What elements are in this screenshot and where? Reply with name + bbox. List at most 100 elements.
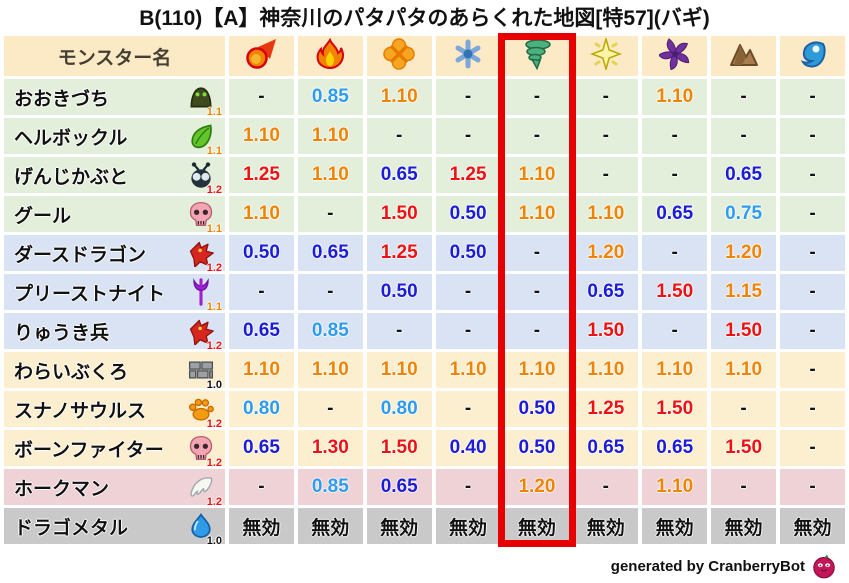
skull-icon: 1.2 — [187, 434, 222, 466]
monster-name-cell: グール 1.1 — [4, 196, 225, 232]
multiplier-cell: 1.50 — [366, 430, 432, 466]
multiplier-cell: - — [297, 196, 363, 232]
multiplier-cell: - — [573, 157, 639, 193]
flame-icon — [314, 37, 346, 70]
multiplier-cell: 0.50 — [366, 274, 432, 310]
burst-icon — [383, 37, 415, 70]
multiplier-cell: 0.65 — [573, 274, 639, 310]
dragon-icon: 1.2 — [187, 239, 222, 271]
brick-wall-icon: 1.0 — [187, 356, 222, 388]
multiplier-cell: 0.75 — [711, 196, 776, 232]
monster-name: おおきづち — [14, 88, 110, 110]
hood-monster-icon: 1.1 — [187, 83, 222, 115]
page-title: B(110)【A】神奈川のパタパタのあらくれた地図[特57](バギ) — [139, 7, 710, 30]
multiplier-cell: - — [435, 313, 501, 349]
monster-row: グール 1.1 1.10-1.50 0.50 1.10 1.10 0.65 0.75- — [4, 196, 845, 232]
multiplier-cell: - — [711, 391, 776, 427]
multiplier-cell: - — [780, 430, 845, 466]
wing-icon: 1.2 — [187, 473, 222, 505]
fireball-icon — [245, 38, 277, 70]
multiplier-cell: 1.10 — [297, 157, 363, 193]
multiplier-cell: 無効 — [297, 508, 363, 544]
monster-level-badge: 1.1 — [206, 145, 222, 155]
multiplier-cell: 0.85 — [297, 79, 363, 115]
multiplier-cell: 1.30 — [297, 430, 363, 466]
multiplier-cell: - — [711, 118, 776, 154]
element-column-header-mountain — [711, 36, 776, 76]
multiplier-cell: 0.50 — [229, 235, 294, 271]
monster-level-badge: 1.2 — [206, 457, 222, 467]
multiplier-cell: 1.25 — [573, 391, 639, 427]
sparkle-icon — [589, 37, 622, 70]
multiplier-cell: 1.10 — [229, 196, 294, 232]
monster-row: ダースドラゴン 1.2 0.50 0.65 1.25 0.50-1.20-1.20- — [4, 235, 845, 271]
monster-name-cell: ドラゴメタル 1.0 — [4, 508, 225, 544]
multiplier-cell: - — [642, 235, 708, 271]
multiplier-cell: - — [642, 313, 708, 349]
monster-name-cell: ヘルボックル 1.1 — [4, 118, 225, 154]
multiplier-cell: 0.80 — [366, 391, 432, 427]
multiplier-cell: 1.50 — [711, 430, 776, 466]
credit-text: generated by CranberryBot — [610, 557, 805, 575]
monster-level-badge: 1.2 — [206, 184, 222, 194]
monster-name: ヘルボックル — [14, 127, 128, 149]
element-column-header-fireball — [229, 36, 294, 76]
multiplier-cell: - — [435, 118, 501, 154]
multiplier-cell: 無効 — [711, 508, 776, 544]
multiplier-cell: 0.50 — [504, 391, 570, 427]
multiplier-cell: - — [642, 157, 708, 193]
wave-icon — [797, 38, 829, 70]
monster-level-badge: 1.2 — [206, 262, 222, 272]
multiplier-cell: 1.10 — [711, 352, 776, 388]
trident-icon: 1.1 — [187, 278, 222, 310]
multiplier-cell: - — [504, 79, 570, 115]
multiplier-cell: 0.50 — [435, 196, 501, 232]
multiplier-cell: 1.10 — [366, 79, 432, 115]
multiplier-cell: - — [366, 118, 432, 154]
multiplier-cell: - — [229, 274, 294, 310]
element-column-header-sparkle — [573, 36, 639, 76]
monster-level-badge: 1.0 — [206, 535, 222, 545]
multiplier-cell: 1.50 — [711, 313, 776, 349]
multiplier-cell: 1.25 — [366, 235, 432, 271]
multiplier-cell: 1.10 — [366, 352, 432, 388]
monster-name: りゅうき兵 — [14, 322, 110, 344]
multiplier-cell: - — [780, 118, 845, 154]
monster-name: ドラゴメタル — [14, 517, 129, 539]
multiplier-cell: 0.40 — [435, 430, 501, 466]
monster-name: ボーンファイター — [14, 439, 164, 461]
beetle-icon: 1.2 — [187, 161, 222, 193]
monster-row: げんじかぶと 1.2 1.25 1.10 0.65 1.25 1.10- -0.65- — [4, 157, 845, 193]
multiplier-cell: 1.20 — [504, 469, 570, 505]
multiplier-cell: - — [435, 391, 501, 427]
multiplier-cell: - — [780, 469, 845, 505]
monster-name-cell: ダースドラゴン 1.2 — [4, 235, 225, 271]
leaf-icon: 1.1 — [187, 122, 222, 154]
multiplier-cell: 1.10 — [297, 118, 363, 154]
multiplier-cell: 1.10 — [642, 469, 708, 505]
monster-row: りゅうき兵 1.2 0.65 0.85- - -1.50-1.50- — [4, 313, 845, 349]
multiplier-cell: - — [573, 118, 639, 154]
monster-name-cell: りゅうき兵 1.2 — [4, 313, 225, 349]
multiplier-cell: - — [229, 469, 294, 505]
element-column-header-wave — [780, 36, 845, 76]
multiplier-cell: - — [780, 274, 845, 310]
multiplier-cell: 1.10 — [504, 157, 570, 193]
monster-name-cell: プリーストナイト 1.1 — [4, 274, 225, 310]
multiplier-cell: - — [642, 118, 708, 154]
monster-name-cell: スナノサウルス 1.2 — [4, 391, 225, 427]
multiplier-cell: 1.10 — [229, 118, 294, 154]
monster-name-cell: げんじかぶと 1.2 — [4, 157, 225, 193]
monster-name-cell: おおきづち 1.1 — [4, 79, 225, 115]
multiplier-cell: 無効 — [573, 508, 639, 544]
monster-row: わらいぶくろ 1.0 1.10 1.10 1.10 1.10 1.10 1.10 1.10 1.1… — [4, 352, 845, 388]
monster-row: ヘルボックル 1.1 1.10 1.10- - - - - - - — [4, 118, 845, 154]
monster-level-badge: 1.1 — [206, 106, 222, 116]
monster-row: おおきづち 1.1-0.85 1.10- - -1.10- - — [4, 79, 845, 115]
resistance-table: モンスター名 おおきづち 1.1-0.85 1.10- - -1.10- - ヘルボックル 1… — [0, 33, 849, 547]
monster-row: ドラゴメタル 1.0 無効 無効 無効 無効 無効 無効 無効 無効 無効 — [4, 508, 845, 544]
multiplier-cell: 0.65 — [711, 157, 776, 193]
monster-row: プリーストナイト 1.1- -0.50- -0.65 1.50 1.15- — [4, 274, 845, 310]
monster-name: げんじかぶと — [14, 166, 129, 188]
